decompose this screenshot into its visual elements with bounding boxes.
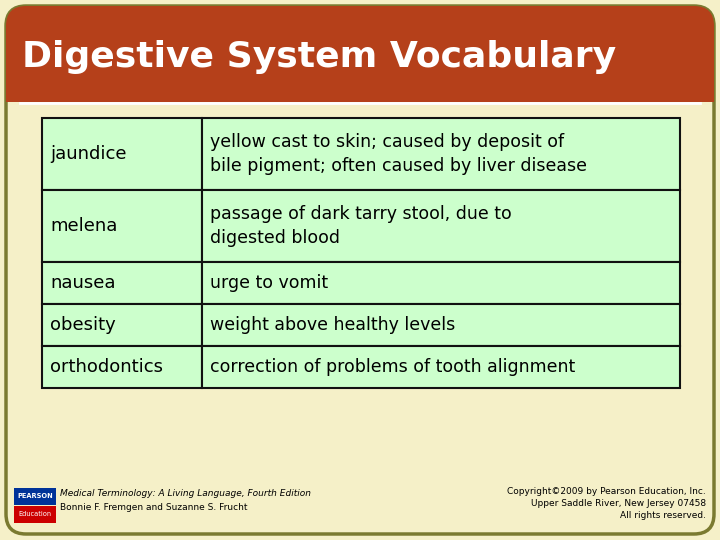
Text: PEARSON: PEARSON [17,494,53,500]
Text: Upper Saddle River, New Jersey 07458: Upper Saddle River, New Jersey 07458 [531,500,706,509]
Text: Copyright©2009 by Pearson Education, Inc.: Copyright©2009 by Pearson Education, Inc… [508,488,706,496]
Text: jaundice: jaundice [50,145,127,163]
Text: yellow cast to skin; caused by deposit of
bile pigment; often caused by liver di: yellow cast to skin; caused by deposit o… [210,133,587,175]
Text: melena: melena [50,217,117,235]
Text: passage of dark tarry stool, due to
digested blood: passage of dark tarry stool, due to dige… [210,205,512,247]
Bar [14,506,56,523]
Bar [6,50,714,102]
Bar [202,190,680,262]
Text: obesity: obesity [50,316,116,334]
Text: weight above healthy levels: weight above healthy levels [210,316,455,334]
Bar [14,488,56,505]
Text: urge to vomit: urge to vomit [210,274,328,292]
Text: Medical Terminology: A Living Language, Fourth Edition: Medical Terminology: A Living Language, … [60,489,311,498]
Bar [202,262,680,304]
Bar [202,304,680,346]
Bar [42,118,202,190]
Text: orthodontics: orthodontics [50,358,163,376]
Text: Digestive System Vocabulary: Digestive System Vocabulary [22,40,616,74]
Text: correction of problems of tooth alignment: correction of problems of tooth alignmen… [210,358,575,376]
Bar [42,190,202,262]
Text: Education: Education [19,511,52,517]
Bar [42,304,202,346]
Bar [202,118,680,190]
Text: nausea: nausea [50,274,115,292]
FancyBboxPatch shape [6,6,714,102]
FancyBboxPatch shape [6,6,714,534]
Bar [202,346,680,388]
Text: All rights reserved.: All rights reserved. [620,511,706,521]
Bar [42,262,202,304]
Text: Bonnie F. Fremgen and Suzanne S. Frucht: Bonnie F. Fremgen and Suzanne S. Frucht [60,503,248,512]
Bar [42,346,202,388]
